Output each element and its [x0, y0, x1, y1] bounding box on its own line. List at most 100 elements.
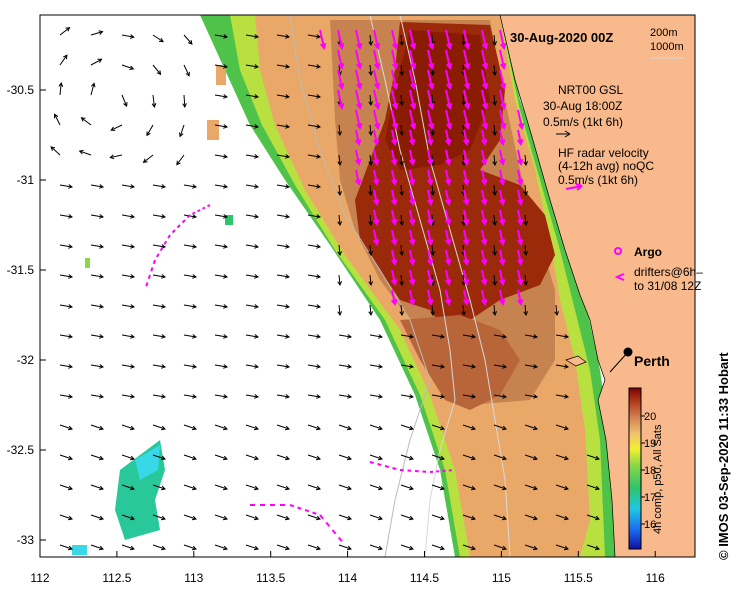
- wind-vector: [307, 304, 321, 308]
- radar-vector: [499, 209, 504, 225]
- wind-vector: [214, 274, 228, 278]
- sst-small-patch-2: [85, 258, 90, 268]
- wind-vector-head: [254, 184, 260, 189]
- wind-vector-head: [563, 485, 569, 491]
- wind-vector-head: [501, 425, 507, 431]
- wind-vector: [121, 34, 134, 38]
- wind-vector-head: [316, 244, 322, 249]
- wind-vector: [245, 334, 259, 338]
- radar-vector: [427, 49, 433, 69]
- radar-vector-head: [444, 238, 452, 247]
- radar-vector-head: [391, 62, 399, 71]
- drifter-segment: [297, 506, 302, 510]
- wind-vector-head: [187, 40, 193, 45]
- wind-vector-head: [492, 191, 498, 197]
- radar-vector: [391, 169, 396, 185]
- wind-vector: [431, 364, 445, 368]
- wind-vector: [307, 424, 321, 430]
- radar-vector-head: [390, 178, 398, 187]
- radar-vector-head: [426, 298, 434, 307]
- wind-vector-head: [142, 158, 148, 164]
- radar-vector-head: [463, 42, 471, 51]
- radar-vector-head: [444, 258, 452, 267]
- wind-vector: [307, 154, 321, 158]
- wind-vector: [110, 124, 123, 131]
- wind-vector: [307, 484, 321, 490]
- wind-vector: [152, 34, 164, 43]
- wind-vector: [110, 154, 123, 159]
- wind-vector: [276, 64, 290, 68]
- radar-vector: [391, 89, 397, 109]
- wind-vector: [90, 454, 104, 460]
- radar-vector-head: [499, 62, 507, 71]
- radar-vector-head: [372, 158, 380, 167]
- radar-vector-head: [373, 122, 381, 131]
- wind-vector: [493, 214, 496, 226]
- wind-vector: [152, 244, 166, 248]
- radar-vector-head: [408, 238, 416, 247]
- wind-vector-head: [501, 515, 507, 521]
- wind-vector: [338, 364, 352, 368]
- wind-vector-head: [337, 221, 343, 227]
- wind-vector-head: [316, 94, 322, 99]
- wind-vector: [121, 64, 134, 70]
- wind-vector: [493, 304, 496, 316]
- wind-vector-head: [346, 425, 352, 431]
- radar-vector-head: [408, 178, 416, 187]
- wind-vector: [369, 394, 383, 398]
- wind-vector: [59, 274, 73, 278]
- wind-vector-head: [316, 274, 322, 279]
- radar-vector: [517, 209, 522, 225]
- radar-vector-head: [337, 102, 345, 111]
- radar-vector: [391, 229, 396, 245]
- wind-vector: [183, 244, 197, 248]
- wind-vector-head: [254, 34, 260, 39]
- wind-vector: [369, 304, 372, 316]
- colorbar-tick-label: 19: [644, 438, 656, 450]
- wind-vector: [431, 454, 445, 460]
- wind-vector-head: [284, 455, 290, 461]
- wind-vector-head: [146, 131, 151, 137]
- wind-vector: [276, 244, 290, 248]
- radar-vector: [445, 189, 450, 205]
- wind-vector-head: [523, 251, 529, 257]
- wind-vector-head: [254, 304, 260, 309]
- wind-vector-head: [409, 394, 415, 399]
- wind-vector: [493, 334, 507, 338]
- wind-vector-head: [223, 124, 229, 129]
- wind-vector: [214, 94, 228, 98]
- radar-vector: [463, 49, 469, 69]
- radar-vector-head: [462, 218, 470, 227]
- radar-vector-head: [445, 82, 453, 91]
- wind-vector-head: [439, 485, 445, 491]
- wind-vector-head: [594, 545, 600, 551]
- radar-vector: [409, 149, 414, 165]
- radar-vector-head: [480, 138, 488, 147]
- lon-tick-label: 113.5: [256, 571, 285, 585]
- wind-vector: [369, 154, 372, 166]
- wind-vector-head: [99, 274, 105, 279]
- wind-vector-head: [160, 425, 166, 431]
- radar-vector-head: [499, 42, 507, 51]
- wind-vector: [121, 214, 135, 218]
- wind-vector-head: [285, 34, 291, 39]
- wind-vector-head: [440, 394, 446, 399]
- wind-vector-head: [399, 251, 405, 257]
- wind-vector: [524, 544, 538, 550]
- radar-vector: [445, 49, 451, 69]
- radar-vector-head: [480, 218, 488, 227]
- rottnest-island: [565, 355, 587, 367]
- wind-vector-head: [98, 455, 104, 461]
- wind-vector-head: [399, 281, 405, 287]
- wind-vector: [176, 154, 185, 165]
- radar-vector: [409, 129, 414, 145]
- wind-vector-head: [563, 455, 569, 461]
- radar-vector: [463, 89, 469, 109]
- wind-vector-head: [399, 101, 405, 107]
- wind-vector: [462, 154, 465, 166]
- radar-vector: [499, 229, 504, 245]
- radar-vector: [463, 249, 468, 265]
- wind-vector-head: [368, 101, 374, 107]
- drifter-tracks: [145, 204, 452, 542]
- wind-vector: [400, 184, 403, 196]
